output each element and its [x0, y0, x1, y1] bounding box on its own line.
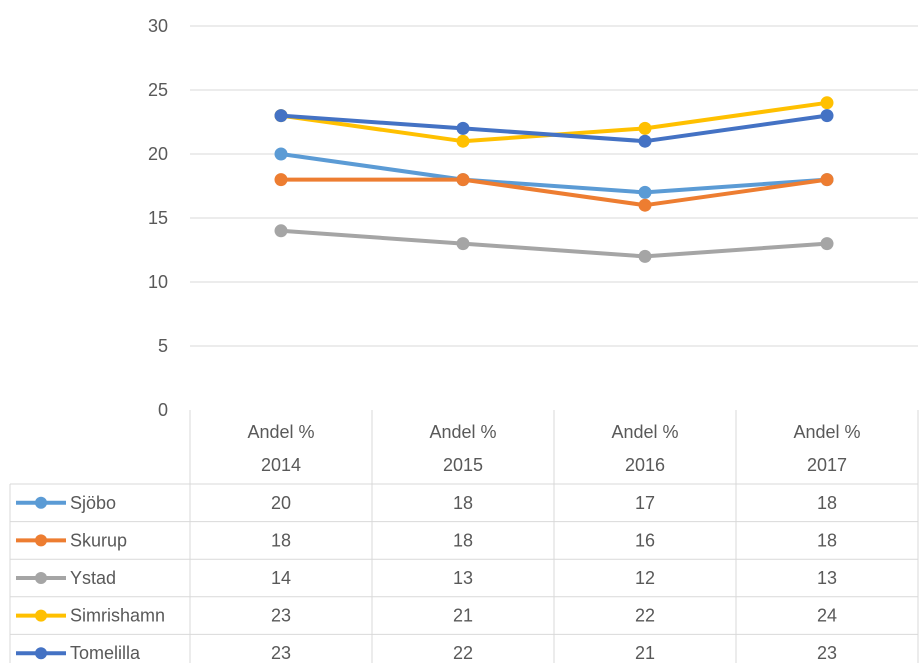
data-point: [456, 121, 470, 135]
data-point: [820, 96, 834, 110]
table-cell-value: 20: [271, 493, 291, 513]
data-point: [820, 237, 834, 251]
table-cell-value: 18: [817, 493, 837, 513]
table-cell-value: 23: [271, 643, 291, 663]
y-tick-label: 0: [158, 400, 168, 420]
data-point: [820, 109, 834, 123]
y-tick-label: 10: [148, 272, 168, 292]
data-point: [274, 109, 288, 123]
data-point: [820, 173, 834, 187]
y-tick-label: 25: [148, 80, 168, 100]
table-cell-value: 21: [453, 606, 473, 626]
table-cell-value: 16: [635, 530, 655, 550]
table-cell-value: 24: [817, 606, 837, 626]
column-header-year: 2016: [625, 455, 665, 475]
column-header-year: 2014: [261, 455, 301, 475]
table-cell-value: 13: [453, 568, 473, 588]
table-cell-value: 23: [271, 606, 291, 626]
data-point: [638, 185, 652, 199]
y-tick-label: 30: [148, 16, 168, 36]
column-header-year: 2017: [807, 455, 847, 475]
y-tick-label: 5: [158, 336, 168, 356]
table-cell-value: 18: [453, 493, 473, 513]
column-header-year: 2015: [443, 455, 483, 475]
y-tick-label: 15: [148, 208, 168, 228]
table-cell-value: 18: [271, 530, 291, 550]
series-name: Tomelilla: [70, 643, 141, 663]
table-cell-value: 18: [817, 530, 837, 550]
table-cell-value: 23: [817, 643, 837, 663]
data-point: [274, 147, 288, 161]
data-point: [456, 134, 470, 148]
y-axis-ticks: 0 5 10 15 20 25 30: [148, 16, 168, 420]
series-line-ystad: [279, 228, 829, 259]
series-line-skurup: [279, 177, 829, 208]
series-name: Ystad: [70, 568, 116, 588]
table-cell-value: 14: [271, 568, 291, 588]
legend-key-marker: [35, 534, 47, 547]
plot-area: [274, 96, 834, 263]
table-cell-value: 22: [453, 643, 473, 663]
y-tick-label: 20: [148, 144, 168, 164]
series-name: Sjöbo: [70, 493, 116, 513]
table-cell-value: 13: [817, 568, 837, 588]
data-point: [638, 198, 652, 212]
column-header-label: Andel %: [611, 422, 678, 442]
data-point: [456, 237, 470, 251]
table-cell-value: 22: [635, 606, 655, 626]
table-cell-value: 18: [453, 530, 473, 550]
data-point: [456, 173, 470, 187]
table-cell-value: 17: [635, 493, 655, 513]
gridlines: [190, 25, 918, 347]
series-line-sjöbo: [279, 152, 829, 195]
data-point: [274, 224, 288, 238]
series-name: Simrishamn: [70, 606, 165, 626]
legend-key-marker: [35, 496, 47, 509]
series-name: Skurup: [70, 530, 127, 550]
data-point: [638, 249, 652, 263]
table-cell-value: 21: [635, 643, 655, 663]
data-point: [638, 134, 652, 148]
column-header-label: Andel %: [429, 422, 496, 442]
table-cell-value: 12: [635, 568, 655, 588]
legend-key-marker: [35, 572, 47, 584]
column-header-label: Andel %: [793, 422, 860, 442]
series-line-tomelilla: [279, 113, 829, 144]
data-point: [638, 121, 652, 135]
column-header-label: Andel %: [247, 422, 314, 442]
legend-key-marker: [35, 609, 47, 622]
data-point: [274, 173, 288, 187]
legend-key-marker: [35, 647, 47, 660]
